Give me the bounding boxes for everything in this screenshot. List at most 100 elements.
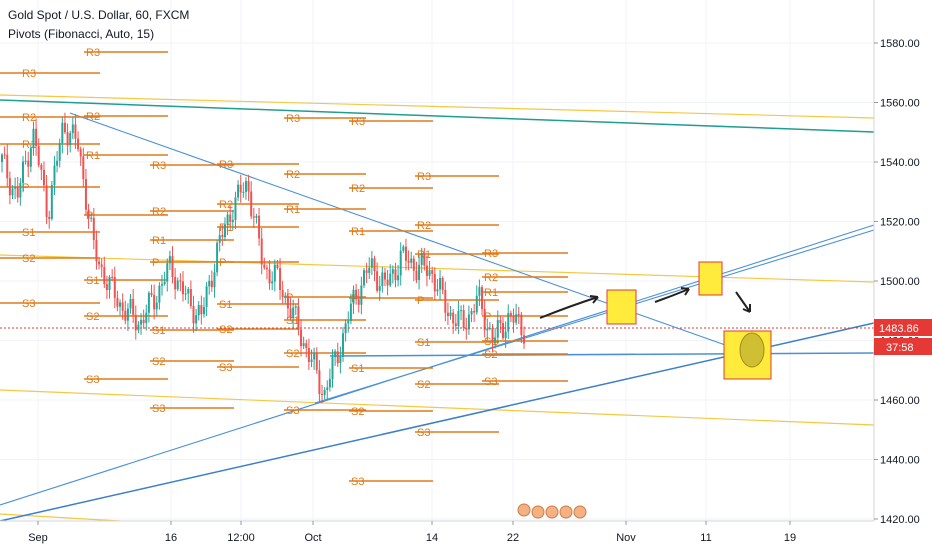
candle-body bbox=[82, 156, 85, 180]
channel-yellow-mid[interactable] bbox=[0, 254, 875, 283]
pivot-label: S3 bbox=[417, 427, 430, 439]
candle-body bbox=[452, 312, 455, 324]
pivot-label: R3 bbox=[484, 248, 498, 260]
candle-body bbox=[428, 270, 431, 276]
x-tick-label: 22 bbox=[507, 532, 519, 544]
candle-body bbox=[216, 242, 219, 273]
candle-body bbox=[292, 307, 295, 318]
arrow-head-icon-1 bbox=[589, 295, 599, 304]
pivot-label: S2 bbox=[484, 349, 497, 361]
forecast-drawings[interactable] bbox=[539, 261, 772, 380]
candle-body bbox=[446, 312, 449, 317]
candle-body bbox=[478, 287, 481, 296]
candle-body bbox=[389, 273, 392, 286]
forecast-box-1[interactable] bbox=[606, 289, 637, 325]
candle-body bbox=[140, 319, 143, 325]
candle-body bbox=[184, 293, 187, 295]
price-axis[interactable] bbox=[874, 0, 932, 521]
candle-body bbox=[315, 352, 318, 371]
arrow-head-icon-3 bbox=[742, 304, 751, 313]
candle-body bbox=[24, 160, 27, 162]
arrow-icon-3[interactable] bbox=[735, 291, 751, 313]
candle-body bbox=[153, 294, 156, 310]
pivot-label: S3 bbox=[351, 476, 364, 488]
candle-body bbox=[420, 253, 423, 265]
event-flag-icon[interactable] bbox=[559, 505, 573, 519]
candle-body bbox=[163, 281, 166, 285]
plot-area[interactable] bbox=[0, 0, 874, 521]
event-flag-icon[interactable] bbox=[573, 505, 587, 519]
candle-body bbox=[486, 328, 489, 331]
x-tick-label: Sep bbox=[28, 532, 48, 544]
y-tick-label: 1420.00 bbox=[880, 514, 920, 526]
pivot-label: R2 bbox=[286, 169, 300, 181]
indicator-legend[interactable]: Pivots (Fibonacci, Auto, 15) bbox=[8, 27, 155, 41]
grid-vertical-lines bbox=[37, 0, 791, 521]
forecast-target-ellipse[interactable] bbox=[739, 332, 765, 368]
candle-body bbox=[202, 306, 205, 315]
support-line-blue[interactable] bbox=[329, 352, 875, 357]
candle-body bbox=[3, 154, 6, 156]
candle-body bbox=[268, 269, 271, 284]
candle-body bbox=[383, 272, 386, 280]
arrow-icon-2[interactable] bbox=[654, 288, 690, 303]
candle-body bbox=[250, 191, 253, 217]
candle-body bbox=[512, 316, 515, 323]
candle-body bbox=[368, 267, 371, 273]
candle-body bbox=[239, 184, 242, 193]
pivot-levels: R3 R2 R1 P S1 S2 S3 R3 R2 R1 P S1 S2 S3 R3 R2 R1 P S1 S2 S3 R… bbox=[0, 47, 568, 488]
candle-body bbox=[145, 312, 148, 324]
candle-body bbox=[197, 305, 200, 316]
candle-body bbox=[205, 286, 208, 307]
candle-body bbox=[61, 122, 64, 144]
candle-body bbox=[407, 260, 410, 263]
pivot-label: S1 bbox=[152, 325, 165, 337]
channel-yellow-bottom[interactable] bbox=[0, 513, 121, 522]
event-flag-icon[interactable] bbox=[531, 505, 545, 519]
x-tick-label: 11 bbox=[700, 532, 711, 544]
forecast-box-2[interactable] bbox=[698, 261, 723, 296]
candle-body bbox=[423, 253, 426, 266]
candle-body bbox=[147, 292, 150, 313]
channel-yellow-lower[interactable] bbox=[0, 389, 875, 426]
channel-yellow-upper[interactable] bbox=[0, 94, 875, 119]
pivot-label: R2 bbox=[219, 199, 233, 211]
candle-body bbox=[69, 133, 72, 146]
trendline-teal-upper[interactable] bbox=[0, 99, 875, 133]
pivot-label: P bbox=[484, 311, 491, 323]
arrow-icon-1[interactable] bbox=[539, 296, 599, 319]
candle-body bbox=[158, 285, 161, 303]
chart-title: Gold Spot / U.S. Dollar, 60, FXCM bbox=[8, 8, 190, 22]
event-flag-icon[interactable] bbox=[545, 505, 559, 519]
countdown-tag bbox=[874, 338, 932, 355]
candle-body bbox=[410, 258, 413, 263]
pivot-label: R2 bbox=[152, 206, 166, 218]
candle-body bbox=[271, 281, 274, 284]
candle-body bbox=[339, 356, 342, 364]
candle-body bbox=[517, 314, 520, 316]
candle-body bbox=[174, 276, 177, 290]
pivot-label: R1 bbox=[86, 150, 100, 162]
candle-body bbox=[137, 324, 140, 331]
event-flag-icon[interactable] bbox=[517, 503, 531, 517]
pivot-label: S2 bbox=[219, 324, 232, 336]
candle-body bbox=[360, 285, 363, 305]
candle-body bbox=[418, 264, 421, 281]
candle-body bbox=[32, 128, 35, 149]
candle-body bbox=[50, 185, 53, 219]
current-price-tag bbox=[874, 319, 932, 336]
time-axis[interactable] bbox=[0, 521, 874, 550]
candle-body bbox=[105, 284, 108, 290]
candle-body bbox=[1, 154, 3, 162]
candle-body bbox=[111, 276, 114, 278]
candle-body bbox=[475, 295, 478, 313]
candle-body bbox=[53, 165, 56, 186]
candle-body bbox=[11, 188, 14, 196]
candle-body bbox=[441, 277, 444, 290]
events-icons[interactable] bbox=[517, 503, 587, 519]
pivot-label: R1 bbox=[484, 287, 498, 299]
trendline-blue-ascending-2[interactable] bbox=[314, 229, 875, 404]
candle-body bbox=[457, 310, 460, 326]
